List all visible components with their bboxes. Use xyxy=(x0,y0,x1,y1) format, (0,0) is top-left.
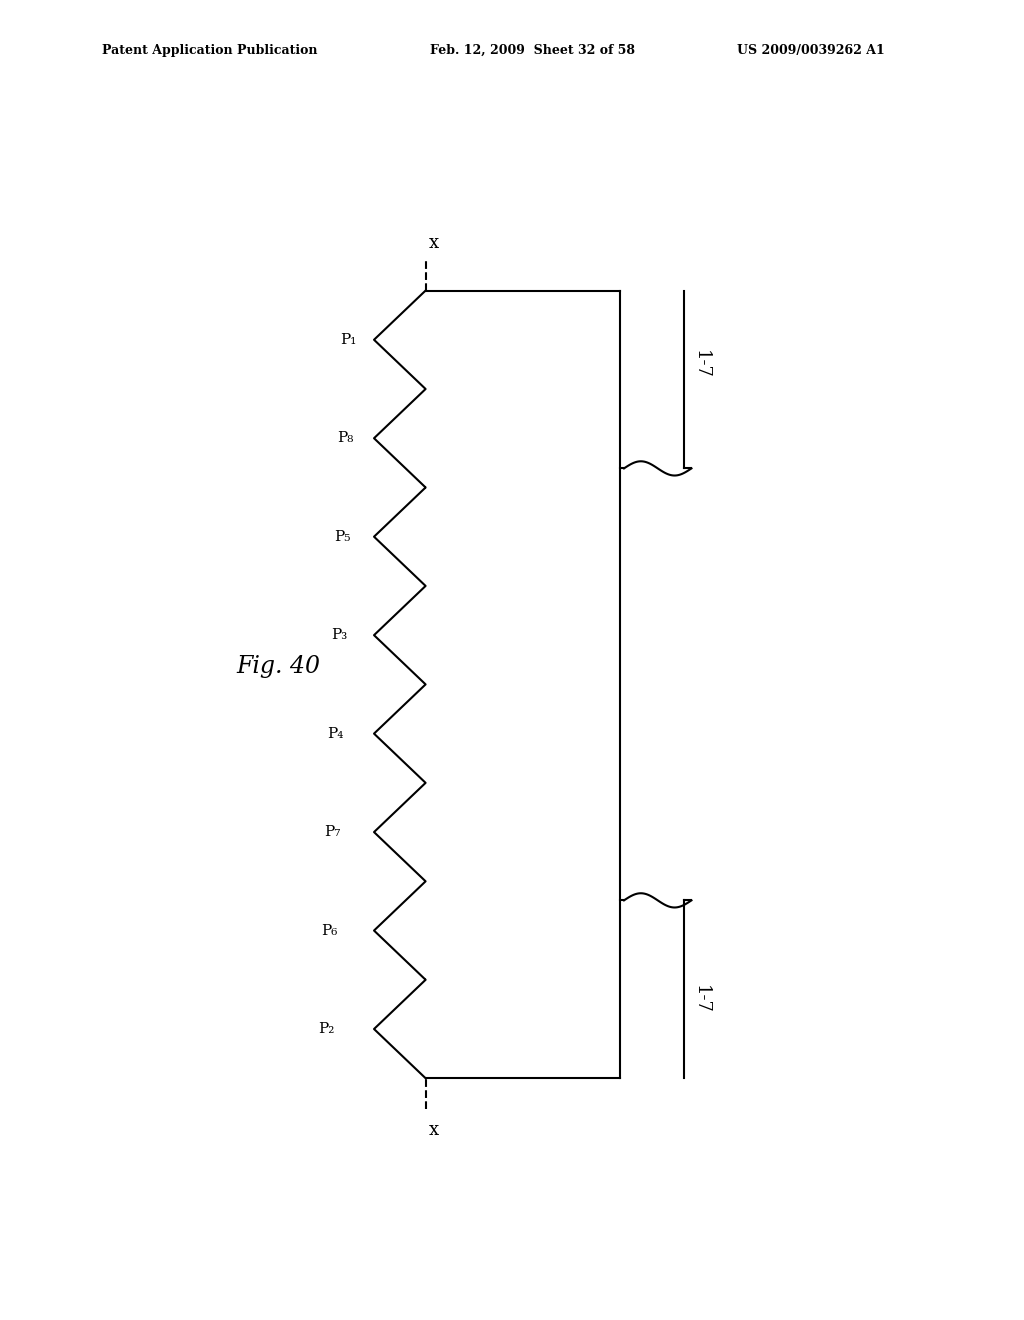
Text: P₈: P₈ xyxy=(337,432,353,445)
Text: 1-7: 1-7 xyxy=(692,350,710,379)
Text: x: x xyxy=(428,234,438,252)
Text: x: x xyxy=(428,1121,438,1139)
Text: P₁: P₁ xyxy=(340,333,356,347)
Text: P₅: P₅ xyxy=(334,529,350,544)
Text: Fig. 40: Fig. 40 xyxy=(237,655,321,678)
Text: P₄: P₄ xyxy=(328,726,344,741)
Text: P₇: P₇ xyxy=(325,825,341,840)
Text: P₃: P₃ xyxy=(331,628,347,642)
Text: 1-7: 1-7 xyxy=(692,985,710,1014)
Text: P₂: P₂ xyxy=(318,1022,334,1036)
Text: Patent Application Publication: Patent Application Publication xyxy=(102,44,317,57)
Text: Feb. 12, 2009  Sheet 32 of 58: Feb. 12, 2009 Sheet 32 of 58 xyxy=(430,44,635,57)
Text: P₆: P₆ xyxy=(322,924,338,937)
Text: US 2009/0039262 A1: US 2009/0039262 A1 xyxy=(737,44,885,57)
